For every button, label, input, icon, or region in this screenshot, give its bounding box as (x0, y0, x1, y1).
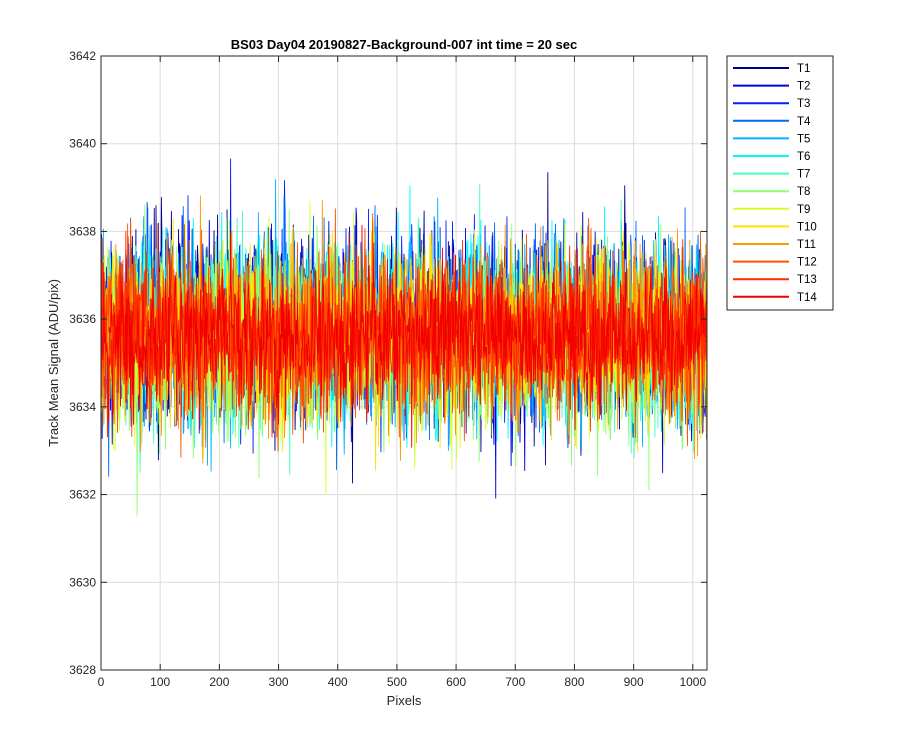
chart-title: BS03 Day04 20190827-Background-007 int t… (231, 37, 578, 52)
legend-label-t9: T9 (797, 204, 810, 216)
y-tick-label: 3636 (69, 312, 96, 326)
x-tick-label: 900 (624, 675, 644, 689)
series-line-t14 (101, 225, 708, 448)
x-tick-label: 300 (269, 675, 289, 689)
axes (100, 55, 708, 671)
legend-label-t4: T4 (797, 116, 811, 128)
legend-label-t12: T12 (797, 257, 817, 269)
legend-label-t2: T2 (797, 81, 810, 93)
legend-label-t13: T13 (797, 274, 817, 286)
y-tick-label: 3642 (69, 49, 96, 63)
x-tick-label: 400 (328, 675, 348, 689)
x-tick-label: 500 (387, 675, 407, 689)
x-tick-label: 600 (446, 675, 466, 689)
y-tick-label: 3632 (69, 488, 96, 502)
legend-label-t8: T8 (797, 186, 810, 198)
legend: T1 T2 T3 T4 T5 T6 T7 T8 T9 T10 T11 T12 T13 T14 (726, 55, 834, 311)
x-axis-label: Pixels (387, 693, 422, 708)
legend-label-t5: T5 (797, 133, 810, 145)
y-tick-label: 3630 (69, 575, 96, 589)
axes-box (100, 55, 708, 671)
legend-label-t6: T6 (797, 151, 810, 163)
x-tick-label: 1000 (679, 675, 706, 689)
y-tick-labels: 3628 3630 3632 3634 3636 3638 3640 3642 (69, 49, 96, 677)
x-tick-label: 200 (209, 675, 229, 689)
legend-label-t1: T1 (797, 63, 810, 75)
x-tick-labels: 0 100 200 300 400 500 600 700 800 900 1000 (98, 675, 707, 689)
y-tick-label: 3628 (69, 663, 96, 677)
legend-label-t11: T11 (797, 239, 816, 251)
x-tick-label: 700 (505, 675, 525, 689)
y-tick-label: 3634 (69, 400, 96, 414)
x-tick-label: 0 (98, 675, 105, 689)
x-tick-label: 800 (564, 675, 584, 689)
legend-label-t10: T10 (797, 221, 817, 233)
y-tick-label: 3640 (69, 137, 96, 151)
x-tick-label: 100 (150, 675, 170, 689)
legend-label-t7: T7 (797, 169, 810, 181)
legend-label-t3: T3 (797, 98, 810, 110)
legend-label-t14: T14 (797, 292, 817, 304)
y-axis-label: Track Mean Signal (ADU/pix) (46, 279, 61, 447)
y-tick-label: 3638 (69, 224, 96, 238)
data-lines (101, 158, 708, 517)
